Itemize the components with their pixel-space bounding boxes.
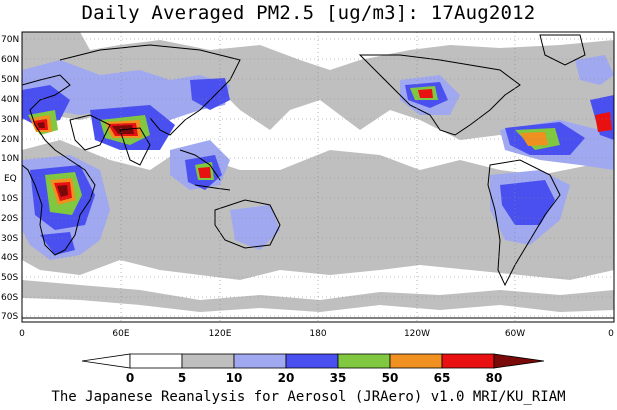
lat-label: 30N bbox=[1, 115, 19, 125]
colorbar-segment bbox=[389, 353, 443, 369]
colorbar: 0 5 10 20 35 50 65 80 bbox=[81, 353, 545, 385]
lon-label: 60E bbox=[112, 329, 129, 339]
colorbar-segment bbox=[441, 353, 495, 369]
lon-label: 180 bbox=[309, 329, 326, 339]
colorbar-tick-label: 20 bbox=[278, 371, 295, 385]
colorbar-segment bbox=[337, 353, 391, 369]
lat-label: 60S bbox=[1, 293, 18, 303]
colorbar-segment bbox=[129, 353, 183, 369]
lat-label: 40N bbox=[1, 95, 19, 105]
colorbar-left-arrow bbox=[81, 353, 131, 369]
lat-label: 20S bbox=[1, 214, 18, 224]
latitude-labels: 70N 60N 50N 40N 30N 20N 10N EQ 10S 20S 3… bbox=[1, 35, 19, 322]
colorbar-tick-label: 65 bbox=[434, 371, 451, 385]
colorbar-right-arrow bbox=[493, 353, 545, 369]
colorbar-tick-label: 0 bbox=[126, 371, 134, 385]
lat-label: 40S bbox=[1, 253, 18, 263]
lat-label: 10N bbox=[1, 154, 19, 164]
lon-label: 0 bbox=[608, 329, 614, 339]
lon-label: 120E bbox=[209, 329, 232, 339]
lat-label: 70S bbox=[1, 312, 18, 322]
colorbar-segment bbox=[285, 353, 339, 369]
footer-credit: The Japanese Reanalysis for Aerosol (JRA… bbox=[51, 389, 566, 405]
lat-label: 70N bbox=[1, 35, 19, 45]
lat-label: 20N bbox=[1, 135, 19, 145]
lat-label: 60N bbox=[1, 55, 19, 65]
lat-label: EQ bbox=[4, 174, 17, 184]
colorbar-segment bbox=[233, 353, 287, 369]
colorbar-segment bbox=[181, 353, 235, 369]
lon-label: 120W bbox=[404, 329, 430, 339]
longitude-labels: 0 60E 120E 180 120W 60W 0 bbox=[19, 329, 614, 339]
lon-label: 60W bbox=[505, 329, 525, 339]
lon-label: 0 bbox=[19, 329, 25, 339]
colorbar-tick-label: 35 bbox=[330, 371, 347, 385]
colorbar-tick-label: 10 bbox=[226, 371, 243, 385]
colorbar-tick-label: 50 bbox=[382, 371, 399, 385]
graticule bbox=[22, 32, 614, 322]
lat-label: 10S bbox=[1, 194, 18, 204]
lat-label: 50S bbox=[1, 273, 18, 283]
lat-label: 30S bbox=[1, 234, 18, 244]
colorbar-tick-label: 80 bbox=[486, 371, 503, 385]
map-frame bbox=[21, 31, 615, 323]
colorbar-tick-label: 5 bbox=[178, 371, 186, 385]
lat-label: 50N bbox=[1, 75, 19, 85]
coastlines bbox=[22, 34, 614, 319]
map-title: Daily Averaged PM2.5 [ug/m3]: 17Aug2012 bbox=[81, 2, 536, 24]
